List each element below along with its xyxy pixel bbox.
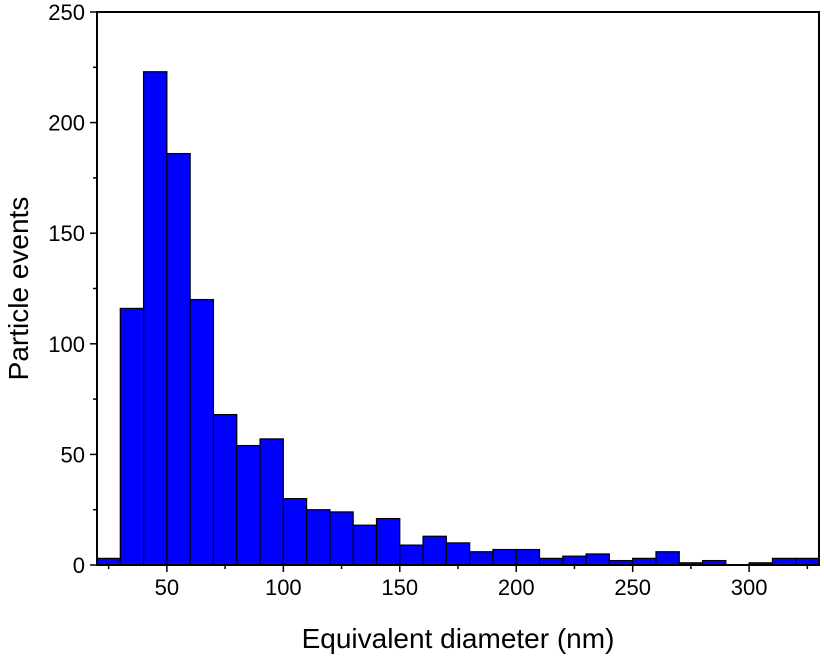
histogram-bar-18: [515, 548, 541, 566]
histogram-bar-17: [492, 548, 517, 566]
y-tick-label-3: 150: [48, 221, 85, 246]
tick-labels-group: 50 100 150 200 250 300 0 50 100 150 200 250: [48, 0, 767, 600]
histogram-bar-16: [469, 551, 494, 566]
histogram-bar-10: [329, 511, 354, 566]
histogram-bar-5: [212, 413, 238, 566]
histogram-bar-20: [562, 555, 587, 566]
histogram-bar-4: [189, 298, 215, 566]
ticks-group: [90, 11, 809, 572]
histogram-bar-9: [306, 509, 331, 566]
x-tick-label-1: 100: [265, 575, 302, 600]
histogram-bar-21: [585, 553, 610, 566]
histogram-bar-13: [399, 544, 424, 566]
bars-group: [96, 71, 820, 566]
histogram-bar-12: [375, 517, 401, 566]
y-tick-label-0: 0: [73, 553, 85, 578]
histogram-bar-2: [142, 71, 168, 566]
histogram-bar-14: [422, 535, 447, 566]
x-tick-label-4: 250: [614, 575, 651, 600]
y-tick-label-4: 200: [48, 111, 85, 136]
x-tick-label-0: 50: [155, 575, 179, 600]
histogram-bar-7: [259, 438, 284, 566]
x-tick-label-2: 150: [381, 575, 418, 600]
y-axis-title: Particle events: [3, 197, 34, 381]
histogram-bar-1: [119, 307, 145, 566]
x-tick-label-3: 200: [498, 575, 535, 600]
y-tick-label-5: 250: [48, 0, 85, 25]
histogram-bar-6: [236, 444, 261, 566]
histogram-bar-15: [445, 542, 471, 566]
histogram-bar-3: [166, 152, 191, 566]
histogram-bar-24: [655, 551, 680, 566]
y-tick-label-1: 50: [61, 442, 85, 467]
histogram-bar-11: [352, 524, 378, 566]
x-axis-title: Equivalent diameter (nm): [302, 623, 615, 654]
y-tick-label-2: 100: [48, 332, 85, 357]
histogram-bar-8: [282, 498, 308, 566]
x-tick-label-5: 300: [731, 575, 768, 600]
